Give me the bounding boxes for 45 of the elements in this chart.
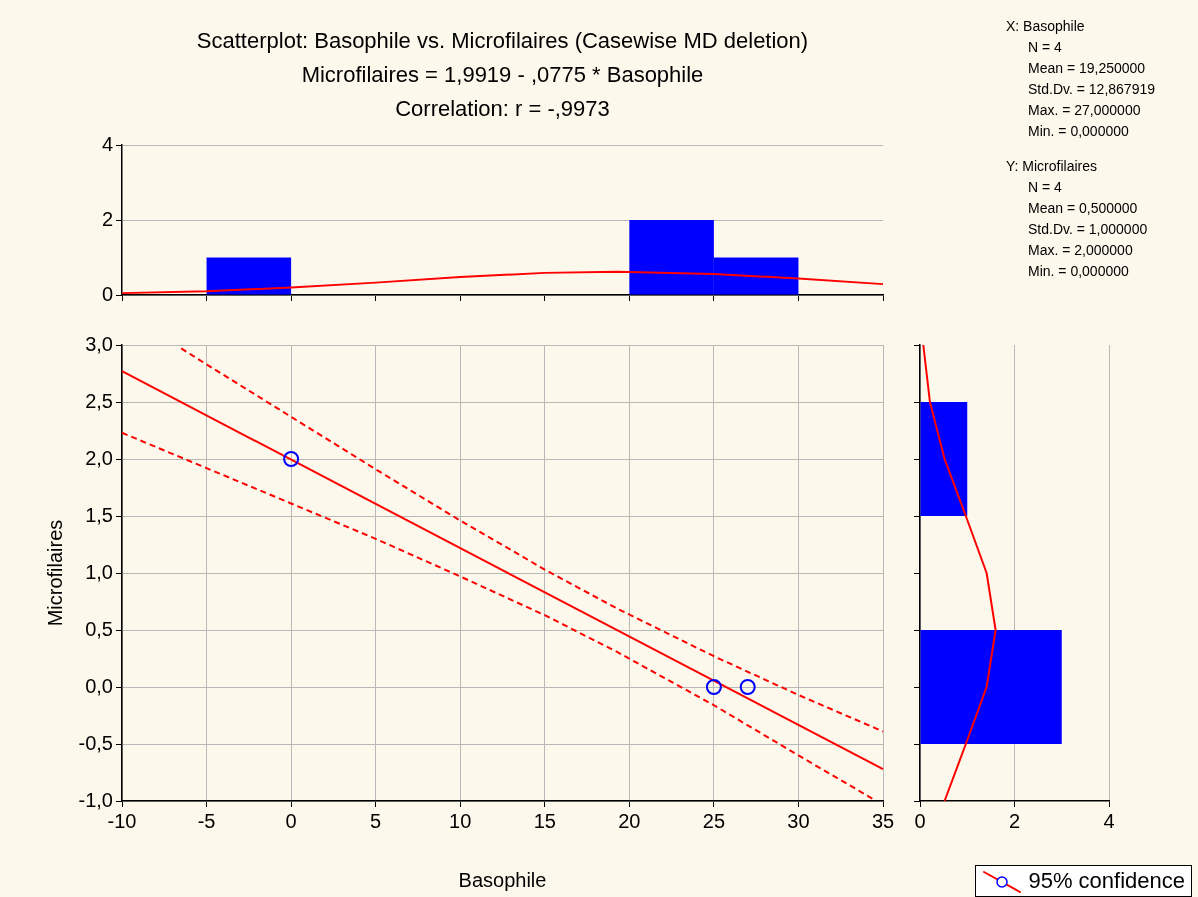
x-tick-label: 20 xyxy=(618,809,641,832)
text: Mean = 19,250000 xyxy=(1027,59,1147,78)
y-tick-label: 1,5 xyxy=(85,503,113,526)
x-tick-label: -5 xyxy=(197,809,216,832)
x-tick-label: 5 xyxy=(370,809,382,832)
y-tick-label: 2,0 xyxy=(85,446,113,469)
y-tick-label: -0,5 xyxy=(78,731,113,754)
y-tick-label: 3,0 xyxy=(85,332,113,355)
x-tick-label: 30 xyxy=(787,809,810,832)
x-tick-label: 0 xyxy=(285,809,297,832)
x-tick-label: 25 xyxy=(702,809,726,832)
y-tick-label: 0 xyxy=(101,282,113,305)
text: N = 4 xyxy=(1027,38,1063,57)
x-tick-label: 15 xyxy=(533,809,556,832)
line-series xyxy=(180,347,884,733)
chart-subtitle: Microfilaires = 1,9919 - ,0775 * Basophile xyxy=(300,61,705,89)
x-tick-label: 4 xyxy=(1103,809,1115,832)
y-tick-label: 2 xyxy=(101,207,113,230)
y-axis-title: Microfilaires xyxy=(43,519,66,627)
x-axis-title: Basophile xyxy=(458,868,547,891)
text: Min. = 0,000000 xyxy=(1027,122,1130,141)
x-tick-label: 2 xyxy=(1008,809,1021,832)
y-tick-label: 0,5 xyxy=(85,617,113,640)
y-tick-label: -1,0 xyxy=(78,788,113,811)
y-tick-label: 2,5 xyxy=(85,389,113,412)
x-tick-label: 35 xyxy=(871,809,895,832)
text: Max. = 2,000000 xyxy=(1027,241,1134,260)
line-series xyxy=(121,431,876,801)
text: Std.Dv. = 1,000000 xyxy=(1027,220,1149,239)
y-tick-label: 4 xyxy=(101,132,113,155)
y-tick-label: 0,0 xyxy=(85,674,113,697)
legend-label: 95% confidence xyxy=(1028,868,1185,894)
y-tick-label: 1,0 xyxy=(85,560,113,583)
x-tick-label: 10 xyxy=(449,809,472,832)
text: Max. = 27,000000 xyxy=(1027,101,1142,120)
text: N = 4 xyxy=(1027,178,1063,197)
text: Std.Dv. = 12,867919 xyxy=(1027,80,1156,99)
chart-title: Scatterplot: Basophile vs. Microfilaires (Casewise MD deletion) xyxy=(195,27,810,55)
text: Y: Microfilaires xyxy=(1005,157,1099,176)
text: Mean = 0,500000 xyxy=(1027,199,1139,218)
text: X: Basophile xyxy=(1005,17,1086,36)
text: Correlation: r = -,9973 xyxy=(394,95,611,123)
x-tick-label: 0 xyxy=(914,809,926,832)
x-tick-label: -10 xyxy=(107,809,137,832)
text: Min. = 0,000000 xyxy=(1027,262,1130,281)
